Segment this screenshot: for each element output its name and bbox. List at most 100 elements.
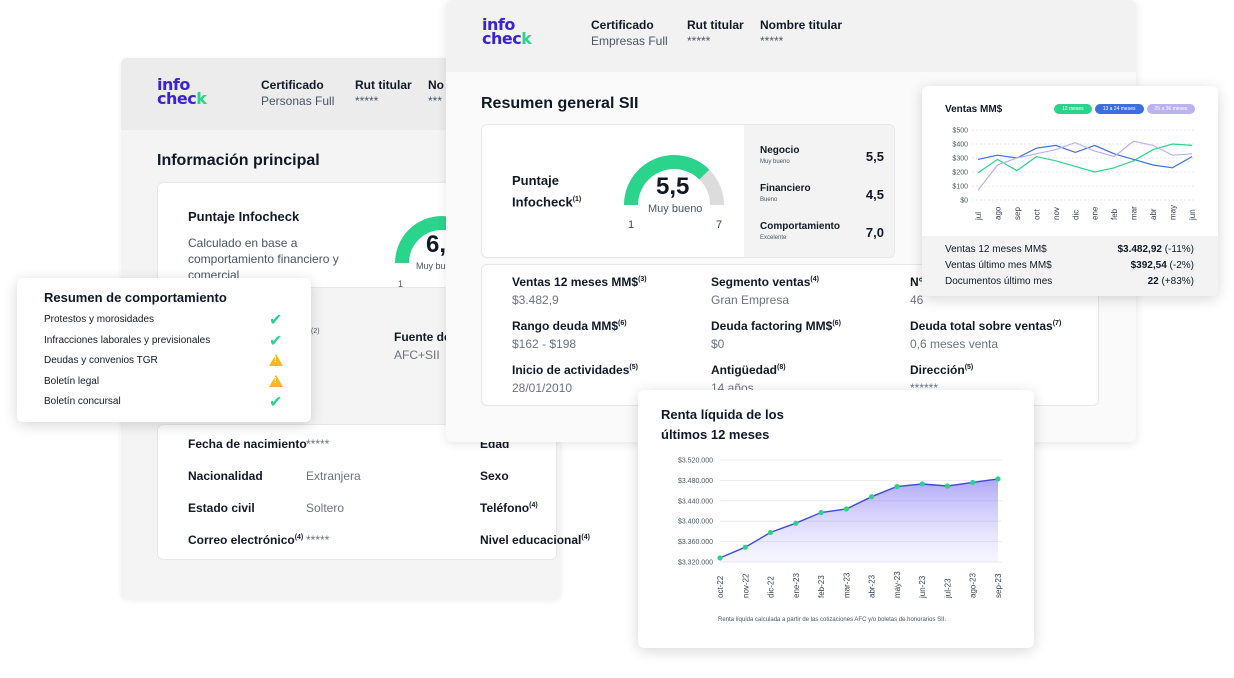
check-icon: ✔ (269, 330, 283, 350)
x-tick-label: nov-22 (741, 573, 750, 598)
x-tick-label: ene-23 (792, 573, 801, 598)
score-max: 7 (716, 219, 723, 231)
subscore-row: Negocio Muy bueno 5,5 (760, 145, 884, 177)
x-tick-label: nov (1052, 207, 1061, 220)
metric-label: Deuda factoring MM$(6) (711, 319, 841, 333)
check-icon: ✔ (269, 310, 283, 329)
subscores-panel: Negocio Muy bueno 5,5 Financiero Bueno 4,5 Com… (744, 125, 894, 257)
x-tick-label: may (1169, 205, 1178, 220)
behavior-item-label: Boletín concursal (44, 396, 121, 407)
warning-icon (269, 374, 283, 387)
behavior-item-label: Protestos y morosidades (44, 314, 155, 325)
subscore-desc: Excelente (760, 235, 787, 241)
x-tick-label: ene (1091, 206, 1100, 220)
empresas-header: info check Certificado Empresas Full Rut… (446, 0, 1136, 72)
renta-chart: $3.520.000 $3.480.000 $3.440.000 $3.400.000… (678, 458, 1003, 600)
data-point (742, 544, 748, 550)
metric-value: $162 - $198 (512, 337, 577, 351)
x-tick-label: oct-22 (716, 575, 725, 598)
behavior-summary-card: Resumen de comportamiento Protestos y mo… (17, 278, 311, 422)
metric-label: Inicio de actividades(5) (512, 363, 638, 377)
empresas-certificate: info check Certificado Empresas Full Rut… (446, 0, 1136, 442)
x-tick-label: sep-23 (994, 573, 1003, 598)
metric-label: Antigüedad(8) (711, 363, 786, 377)
section-title: Información principal (157, 152, 320, 169)
personal-label: Correo electrónico(4) (188, 533, 304, 547)
y-tick-label: $0 (960, 198, 968, 205)
metric-item: Rango deuda MM$(6) $162 - $198 (512, 319, 700, 351)
personal-value: ***** (306, 533, 330, 547)
score-text: Muy bueno (648, 203, 703, 215)
subscore-name: Financiero (760, 183, 811, 194)
fuente-label: Fuente de (394, 330, 451, 344)
score-value: 6, (426, 231, 447, 258)
ventas-card: Ventas MM$ 12 meses 13 a 24 meses 25 a 36 … (922, 86, 1218, 296)
y-tick-label: $3.400.000 (678, 519, 713, 526)
legend-item: 13 a 24 meses (1094, 104, 1144, 114)
personal-label: Estado civil (188, 501, 255, 515)
score-min: 1 (628, 219, 635, 231)
x-tick-label: jun (1188, 209, 1197, 221)
behavior-item-label: Boletín legal (44, 375, 100, 387)
score-gauge (624, 155, 724, 206)
subscore-name: Comportamiento (760, 221, 840, 232)
y-tick-label: $3.320.000 (678, 560, 713, 567)
x-tick-label: dic-22 (767, 576, 776, 598)
x-tick-label: abr-23 (868, 574, 877, 598)
data-point (767, 529, 774, 536)
nombre-field: No *** (428, 78, 444, 108)
infocheck-logo: info check (157, 75, 207, 108)
data-point (970, 479, 976, 486)
subscore-name: Negocio (760, 145, 800, 156)
x-tick-label: mar (1130, 206, 1139, 220)
summary-label: Ventas último mes MM$ (945, 260, 1052, 271)
series-line (977, 144, 1193, 169)
metric-label: Ventas 12 meses MM$(3) (512, 275, 647, 289)
y-tick-label: $3.360.000 (678, 539, 713, 546)
behavior-item-label: Infracciones laborales y previsionales (44, 334, 211, 346)
metric-value: 28/01/2010 (512, 381, 573, 395)
section-title: Resumen general SII (481, 95, 639, 112)
rut-field: Rut titular ***** (687, 18, 744, 48)
x-tick-label: mar-23 (842, 572, 851, 598)
rut-field: Rut titular ***** (355, 78, 412, 108)
metric-item: Deuda factoring MM$(6) $0 (711, 319, 899, 351)
personal-label: Sexo (480, 469, 509, 483)
x-tick-label: jul (974, 212, 983, 221)
subscore-desc: Bueno (760, 197, 778, 203)
y-tick-label: $400 (952, 142, 968, 149)
summary-label: Ventas 12 meses MM$ (945, 244, 1047, 255)
data-point (995, 476, 1001, 482)
score-title: Puntaje Infocheck (188, 209, 300, 224)
subscore-value: 4,5 (865, 187, 884, 202)
x-tick-label: dic (1071, 210, 1080, 220)
x-tick-label: feb-23 (817, 575, 826, 598)
nombre-field: Nombre titular ***** (760, 18, 843, 48)
personal-value: Soltero (306, 501, 345, 515)
metric-value: $0 (711, 337, 725, 351)
metric-label: Dirección(5) (910, 363, 974, 377)
metric-label: N° (910, 275, 924, 289)
series-line (977, 140, 1193, 191)
metric-value: Gran Empresa (711, 293, 790, 307)
data-point (919, 481, 925, 487)
data-point (869, 494, 875, 500)
score-card: Puntaje Infocheck(1) 5,5 Muy bueno 1 7 N… (481, 124, 895, 258)
summary-value: $3.482,92 (-11%) (1117, 244, 1194, 255)
metric-item: Deuda total sobre ventas(7) 0,6 meses ven… (910, 319, 1098, 351)
metric-value: $3.482,9 (512, 293, 559, 307)
metric-item: Segmento ventas(4) Gran Empresa (711, 275, 899, 307)
series-line (719, 478, 999, 559)
renta-title: Renta líquida de los últimos 12 meses (661, 407, 784, 442)
renta-card: Renta líquida de los últimos 12 meses $3… (638, 390, 1034, 648)
metric-value: 0,6 meses venta (910, 337, 999, 351)
ventas-chart: $500 $400 $300 $200 $100 $0 jul ago sep oct nov dic… (952, 128, 1197, 222)
fuente-value: AFC+SII (394, 348, 440, 362)
y-tick-label: $100 (952, 184, 968, 191)
score-min: 1 (398, 279, 404, 289)
data-point (843, 506, 849, 512)
warning-icon (269, 354, 283, 366)
summary-value: 22 (+83%) (1147, 276, 1194, 287)
x-tick-label: feb (1110, 208, 1119, 220)
ventas-summary: Ventas 12 meses MM$ $3.482,92 (-11%) Venta… (922, 236, 1218, 296)
